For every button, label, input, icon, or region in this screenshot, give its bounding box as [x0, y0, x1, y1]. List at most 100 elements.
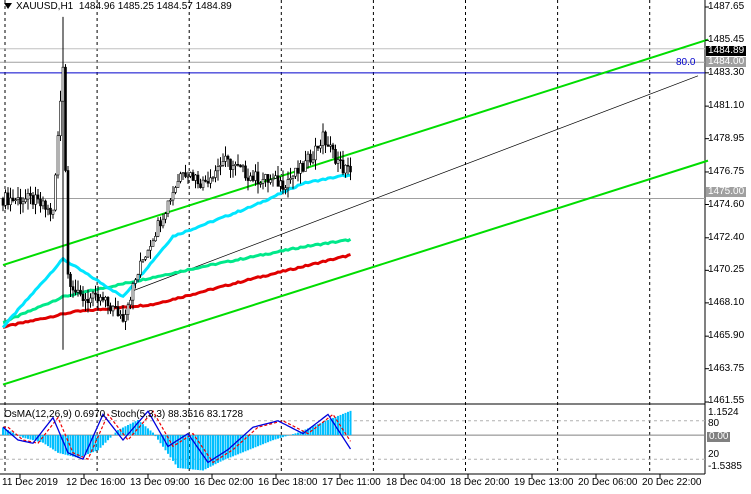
candle-body — [284, 187, 287, 190]
osma-bar — [239, 435, 242, 454]
candle-body — [334, 149, 337, 164]
candle-body — [319, 145, 322, 149]
osma-bar — [102, 435, 104, 446]
channel-upper-line — [2, 38, 709, 266]
osma-bar — [162, 435, 164, 447]
osma-bar — [109, 435, 112, 438]
candle-body — [249, 175, 252, 181]
candle-body — [214, 170, 217, 178]
osma-bar — [247, 435, 249, 451]
stoch-upper-label: 80 — [708, 418, 720, 429]
candle-body — [264, 174, 267, 180]
osma-bar — [209, 435, 212, 467]
candle-body — [91, 292, 95, 299]
candle-body — [299, 163, 302, 174]
osma-bar — [184, 435, 187, 469]
candle-body — [236, 164, 240, 166]
candle-body — [301, 163, 305, 172]
candle-body — [261, 179, 265, 184]
candle-body — [246, 177, 250, 181]
osma-bar — [337, 415, 339, 436]
osma-bar — [49, 435, 52, 448]
osma-bar — [254, 435, 257, 448]
candle-body — [179, 173, 182, 182]
osma-bar — [159, 435, 162, 444]
ma-slow-line — [2, 253, 351, 330]
candle-body — [49, 207, 52, 215]
osma-bar — [57, 435, 59, 453]
candle-body — [11, 197, 15, 201]
osma-bar — [134, 421, 137, 436]
candle-body — [206, 181, 210, 184]
candle-body — [254, 171, 257, 181]
candle-body — [204, 179, 207, 182]
candle-body — [61, 66, 65, 102]
osma-bar — [37, 435, 39, 442]
osma-bar — [194, 435, 197, 470]
candle-body — [51, 209, 55, 215]
osma-bar — [74, 435, 77, 458]
osma-bar — [39, 435, 42, 443]
osma-bar — [167, 435, 169, 454]
osma-bar — [314, 425, 317, 436]
candle-body — [191, 172, 195, 181]
osma-bar — [24, 435, 27, 439]
candle-body — [279, 180, 282, 187]
candle-body — [211, 177, 215, 179]
osma-bar — [104, 435, 107, 443]
osma-bar — [84, 435, 87, 456]
candle-body — [44, 200, 47, 210]
osma-bar — [42, 435, 44, 443]
osma-bar — [4, 428, 7, 436]
candle-body — [161, 218, 165, 227]
candle-body — [199, 183, 202, 188]
candle-body — [36, 194, 40, 200]
candle-body — [54, 174, 57, 211]
osma-bar — [292, 434, 294, 436]
candle-body — [241, 165, 245, 168]
osma-bar — [107, 435, 109, 441]
candle-body — [46, 207, 50, 210]
osma-bar — [2, 427, 4, 436]
candle-body — [96, 293, 100, 302]
dropdown-triangle-icon[interactable] — [4, 3, 12, 9]
candle-body — [304, 160, 307, 172]
osma-bar — [22, 435, 24, 438]
candle-body — [239, 164, 242, 168]
candle-body — [256, 171, 260, 185]
candle-body — [111, 305, 115, 312]
osma-bar — [227, 435, 229, 459]
osma-bar — [347, 411, 349, 436]
candle-body — [169, 199, 172, 202]
candle-body — [146, 249, 150, 258]
osma-bar — [222, 435, 224, 461]
osma-bar — [59, 435, 62, 454]
candle-body — [281, 180, 285, 190]
candle-body — [86, 298, 90, 304]
current-price-tag: 1484.89 — [706, 45, 747, 56]
osma-bar — [322, 422, 324, 436]
x-tick-label: 20 Dec 06:00 — [578, 477, 638, 488]
osma-bar — [44, 435, 47, 445]
candle-body — [259, 183, 262, 185]
osma-bar — [127, 425, 129, 436]
candle-body — [16, 197, 20, 201]
candle-body — [329, 144, 332, 147]
candle-body — [336, 159, 340, 164]
candle-body — [194, 174, 197, 181]
osma-bar — [12, 432, 14, 436]
candle-body — [144, 256, 147, 260]
candle-body — [101, 296, 105, 301]
osma-bar — [129, 423, 132, 436]
candle-body — [149, 246, 152, 251]
osma-bar — [242, 435, 244, 453]
osma-bar — [269, 435, 272, 442]
osma-bar — [92, 435, 94, 453]
y-tick-label: 1476.75 — [708, 165, 745, 177]
candle-body — [311, 159, 315, 163]
y-tick-label: 1461.55 — [708, 395, 745, 406]
osma-bar — [177, 435, 179, 468]
candle-body — [289, 177, 292, 180]
ma-mid-line — [2, 237, 352, 324]
osma-bar — [319, 423, 322, 436]
